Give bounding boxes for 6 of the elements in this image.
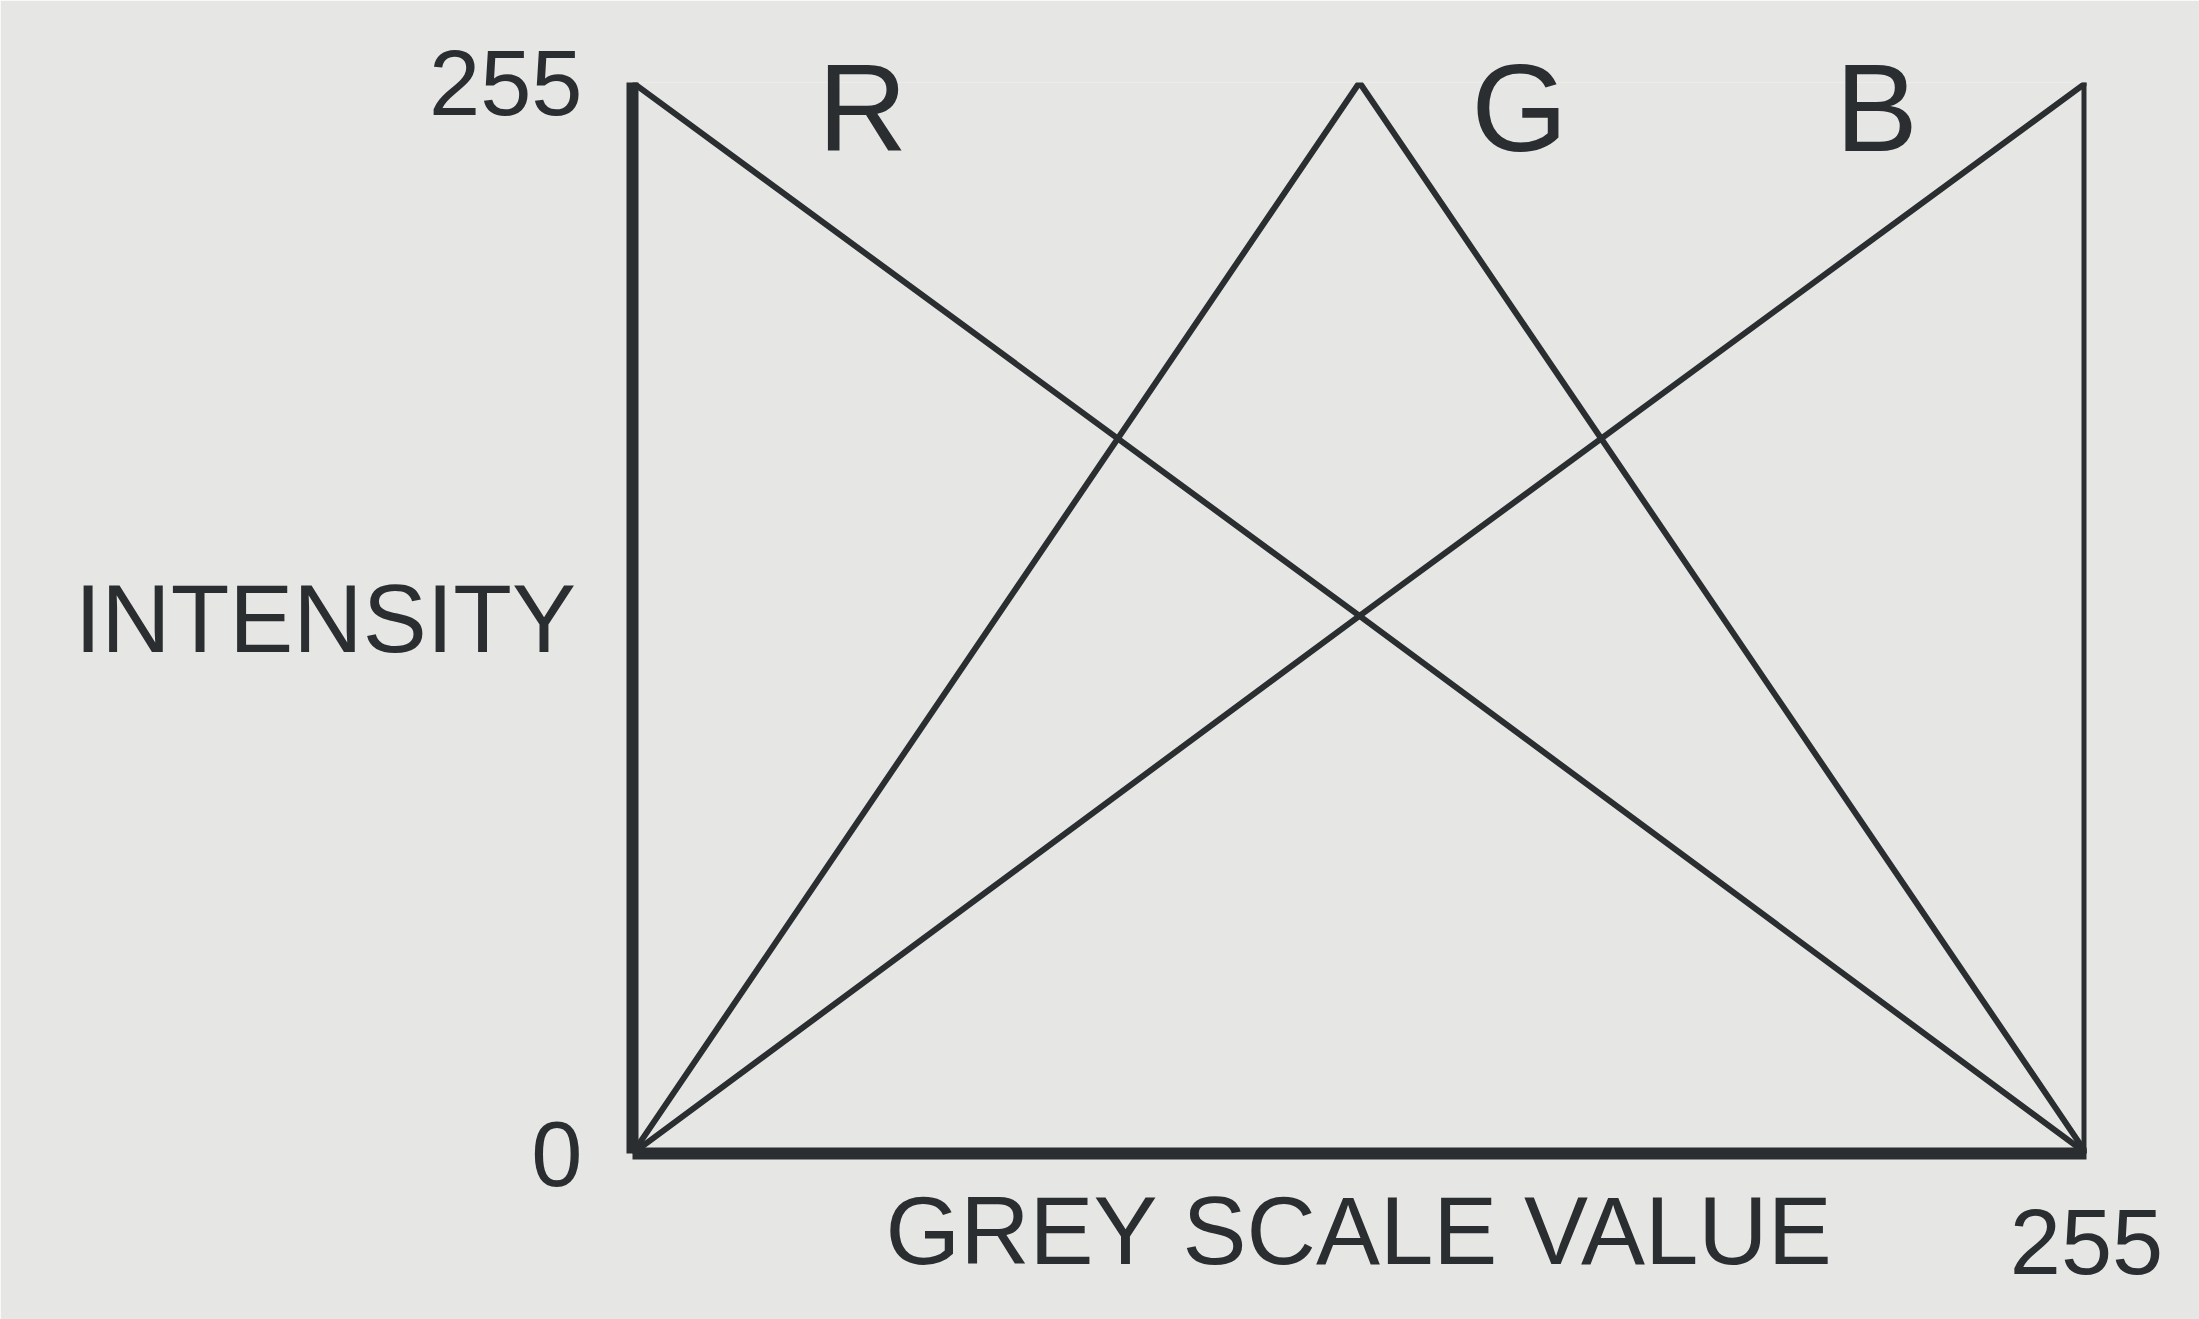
y-axis-title: INTENSITY xyxy=(74,564,576,672)
y-tick-label: 0 xyxy=(531,1102,583,1205)
series-label: B xyxy=(1835,38,1918,177)
series-label: G xyxy=(1471,38,1568,177)
series-label: R xyxy=(817,38,908,177)
x-axis-title: GREY SCALE VALUE xyxy=(885,1176,1832,1284)
